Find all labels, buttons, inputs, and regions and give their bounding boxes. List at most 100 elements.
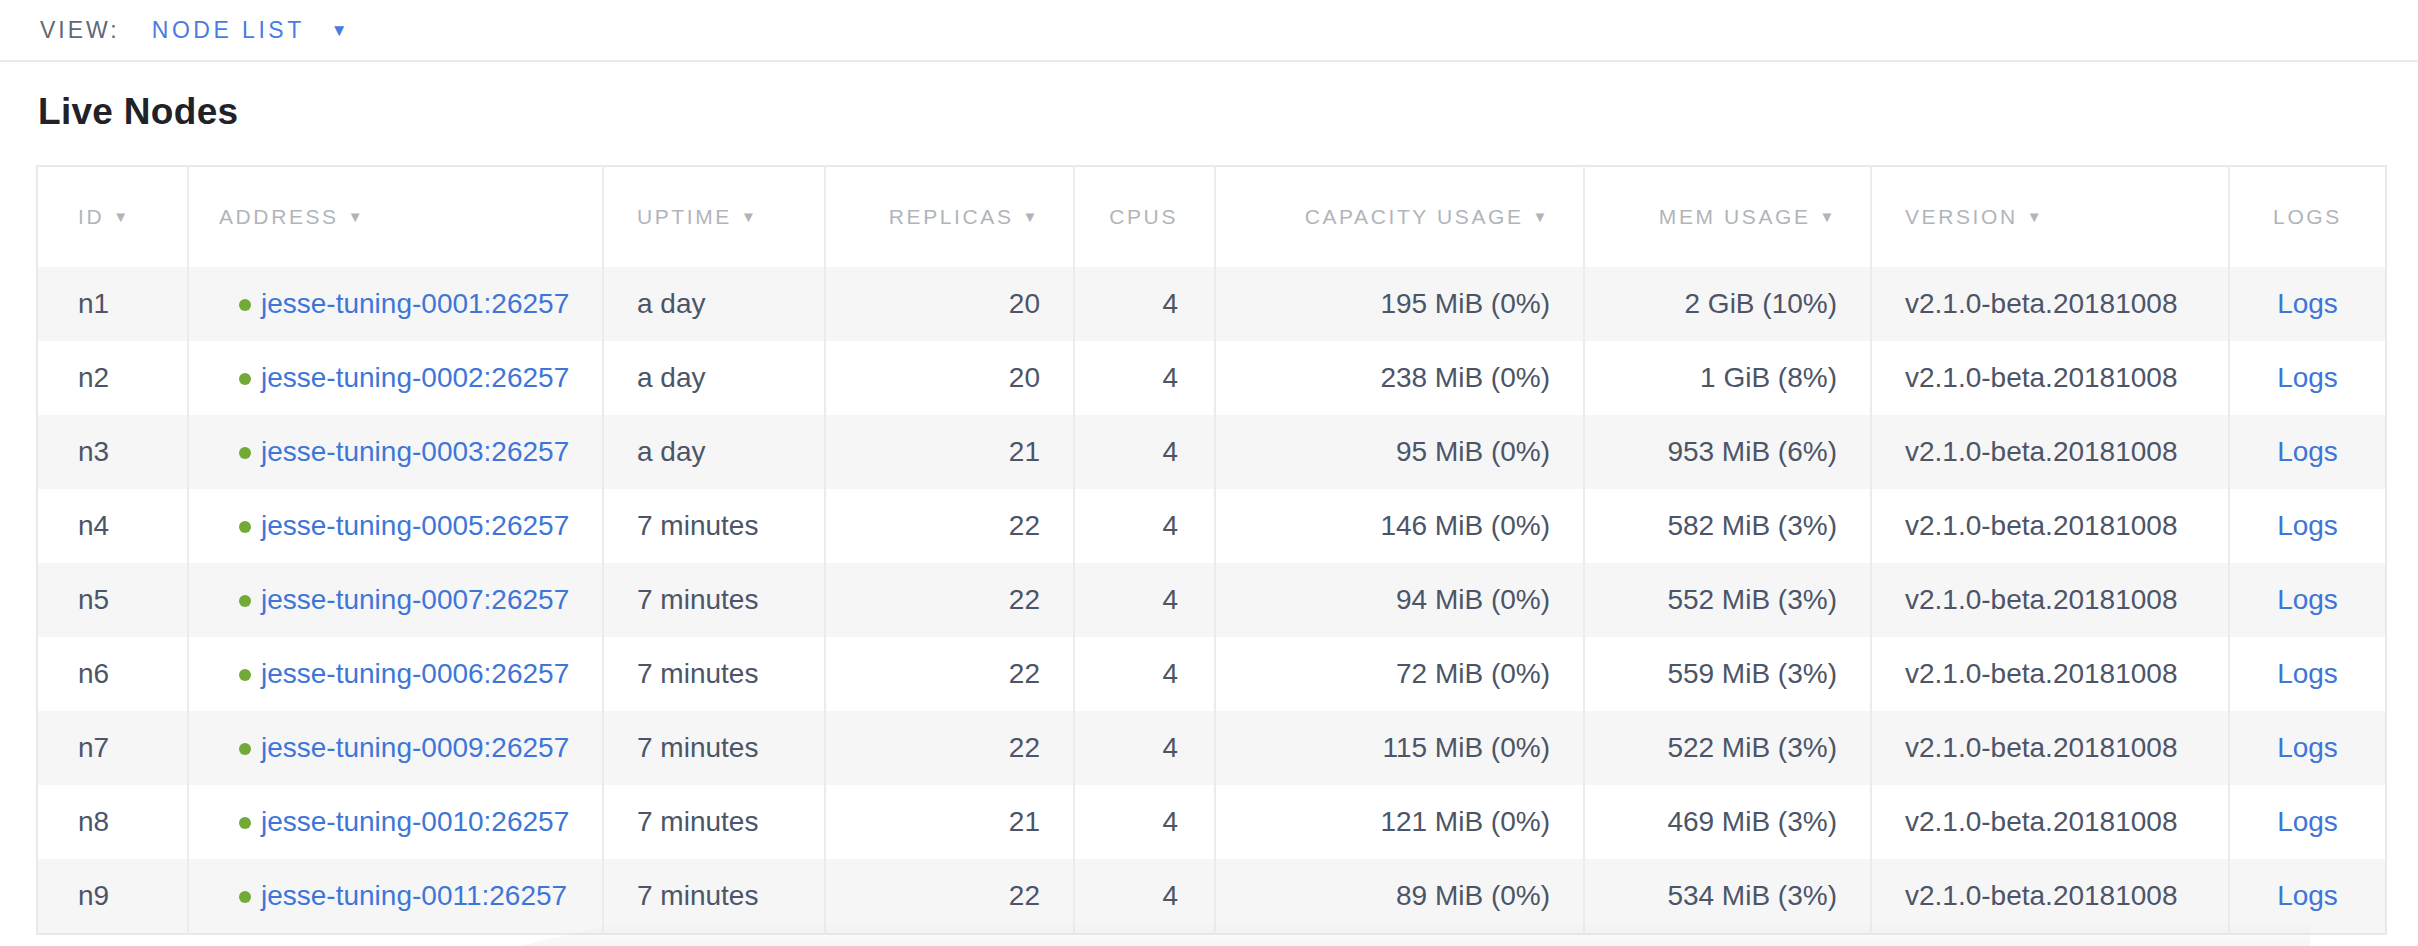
node-id-cell: n2 [37, 341, 188, 415]
node-address-link[interactable]: jesse-tuning-0006:26257 [261, 658, 569, 689]
node-cpus-cell: 4 [1074, 267, 1215, 341]
node-cpus-cell: 4 [1074, 563, 1215, 637]
node-address-link[interactable]: jesse-tuning-0009:26257 [261, 732, 569, 763]
node-address-link[interactable]: jesse-tuning-0005:26257 [261, 510, 569, 541]
node-version-cell: v2.1.0-beta.20181008 [1871, 267, 2229, 341]
node-replicas-cell: 21 [825, 785, 1074, 859]
sort-desc-icon: ▼ [113, 208, 130, 225]
node-address-cell: jesse-tuning-0009:26257 [188, 711, 603, 785]
column-header-version[interactable]: VERSION▼ [1871, 166, 2229, 267]
node-replicas-cell: 21 [825, 415, 1074, 489]
sort-desc-icon: ▼ [741, 208, 758, 225]
node-logs-cell: Logs [2229, 711, 2386, 785]
node-version-cell: v2.1.0-beta.20181008 [1871, 711, 2229, 785]
node-version-cell: v2.1.0-beta.20181008 [1871, 637, 2229, 711]
table-row: n3 jesse-tuning-0003:26257 a day 21 4 95… [37, 415, 2386, 489]
logs-link[interactable]: Logs [2277, 880, 2338, 911]
node-live-status-icon [239, 595, 251, 607]
table-row: n5 jesse-tuning-0007:26257 7 minutes 22 … [37, 563, 2386, 637]
table-row: n4 jesse-tuning-0005:26257 7 minutes 22 … [37, 489, 2386, 563]
node-cpus-cell: 4 [1074, 711, 1215, 785]
node-version-cell: v2.1.0-beta.20181008 [1871, 563, 2229, 637]
node-id-cell: n9 [37, 859, 188, 934]
column-header-logs: LOGS [2229, 166, 2386, 267]
node-cpus-cell: 4 [1074, 415, 1215, 489]
node-live-status-icon [239, 743, 251, 755]
node-cpus-cell: 4 [1074, 489, 1215, 563]
node-id-cell: n4 [37, 489, 188, 563]
table-row: n8 jesse-tuning-0010:26257 7 minutes 21 … [37, 785, 2386, 859]
node-id-cell: n1 [37, 267, 188, 341]
node-version-cell: v2.1.0-beta.20181008 [1871, 415, 2229, 489]
node-mem-usage-cell: 953 MiB (6%) [1584, 415, 1871, 489]
node-replicas-cell: 20 [825, 341, 1074, 415]
table-row: n7 jesse-tuning-0009:26257 7 minutes 22 … [37, 711, 2386, 785]
node-address-cell: jesse-tuning-0007:26257 [188, 563, 603, 637]
logs-link[interactable]: Logs [2277, 362, 2338, 393]
column-header-mem-usage[interactable]: MEM USAGE▼ [1584, 166, 1871, 267]
node-capacity-usage-cell: 72 MiB (0%) [1215, 637, 1584, 711]
node-uptime-cell: a day [603, 415, 825, 489]
sort-desc-icon: ▼ [348, 208, 365, 225]
node-replicas-cell: 22 [825, 563, 1074, 637]
node-capacity-usage-cell: 95 MiB (0%) [1215, 415, 1584, 489]
node-replicas-cell: 22 [825, 711, 1074, 785]
node-mem-usage-cell: 582 MiB (3%) [1584, 489, 1871, 563]
node-capacity-usage-cell: 121 MiB (0%) [1215, 785, 1584, 859]
logs-link[interactable]: Logs [2277, 436, 2338, 467]
node-live-status-icon [239, 373, 251, 385]
node-address-link[interactable]: jesse-tuning-0010:26257 [261, 806, 569, 837]
column-header-address[interactable]: ADDRESS▼ [188, 166, 603, 267]
column-header-id[interactable]: ID▼ [37, 166, 188, 267]
logs-link[interactable]: Logs [2277, 806, 2338, 837]
node-live-status-icon [239, 891, 251, 903]
logs-link[interactable]: Logs [2277, 732, 2338, 763]
logs-link[interactable]: Logs [2277, 510, 2338, 541]
sort-desc-icon: ▼ [1533, 208, 1550, 225]
node-mem-usage-cell: 522 MiB (3%) [1584, 711, 1871, 785]
node-live-status-icon [239, 817, 251, 829]
node-uptime-cell: 7 minutes [603, 637, 825, 711]
node-uptime-cell: 7 minutes [603, 563, 825, 637]
column-header-uptime[interactable]: UPTIME▼ [603, 166, 825, 267]
node-address-link[interactable]: jesse-tuning-0002:26257 [261, 362, 569, 393]
node-cpus-cell: 4 [1074, 859, 1215, 934]
node-uptime-cell: 7 minutes [603, 489, 825, 563]
node-address-cell: jesse-tuning-0011:26257 [188, 859, 603, 934]
sort-desc-icon: ▼ [2027, 208, 2044, 225]
view-dropdown[interactable]: NODE LIST ▼ [152, 17, 348, 44]
node-live-status-icon [239, 447, 251, 459]
logs-link[interactable]: Logs [2277, 658, 2338, 689]
node-address-link[interactable]: jesse-tuning-0011:26257 [261, 880, 567, 911]
node-address-link[interactable]: jesse-tuning-0001:26257 [261, 288, 569, 319]
node-address-link[interactable]: jesse-tuning-0007:26257 [261, 584, 569, 615]
table-row: n9 jesse-tuning-0011:26257 7 minutes 22 … [37, 859, 2386, 934]
node-replicas-cell: 20 [825, 267, 1074, 341]
column-header-capacity-usage[interactable]: CAPACITY USAGE▼ [1215, 166, 1584, 267]
node-live-status-icon [239, 669, 251, 681]
node-logs-cell: Logs [2229, 637, 2386, 711]
node-address-link[interactable]: jesse-tuning-0003:26257 [261, 436, 569, 467]
node-id-cell: n3 [37, 415, 188, 489]
logs-link[interactable]: Logs [2277, 288, 2338, 319]
node-uptime-cell: 7 minutes [603, 785, 825, 859]
node-capacity-usage-cell: 94 MiB (0%) [1215, 563, 1584, 637]
table-row: n1 jesse-tuning-0001:26257 a day 20 4 19… [37, 267, 2386, 341]
node-cpus-cell: 4 [1074, 637, 1215, 711]
table-row: n2 jesse-tuning-0002:26257 a day 20 4 23… [37, 341, 2386, 415]
node-replicas-cell: 22 [825, 489, 1074, 563]
node-version-cell: v2.1.0-beta.20181008 [1871, 859, 2229, 934]
node-mem-usage-cell: 469 MiB (3%) [1584, 785, 1871, 859]
node-capacity-usage-cell: 115 MiB (0%) [1215, 711, 1584, 785]
node-replicas-cell: 22 [825, 859, 1074, 934]
table-row: n6 jesse-tuning-0006:26257 7 minutes 22 … [37, 637, 2386, 711]
node-cpus-cell: 4 [1074, 341, 1215, 415]
node-cpus-cell: 4 [1074, 785, 1215, 859]
node-id-cell: n5 [37, 563, 188, 637]
sort-desc-icon: ▼ [1023, 208, 1040, 225]
node-id-cell: n7 [37, 711, 188, 785]
column-header-replicas[interactable]: REPLICAS▼ [825, 166, 1074, 267]
node-mem-usage-cell: 559 MiB (3%) [1584, 637, 1871, 711]
node-mem-usage-cell: 2 GiB (10%) [1584, 267, 1871, 341]
logs-link[interactable]: Logs [2277, 584, 2338, 615]
